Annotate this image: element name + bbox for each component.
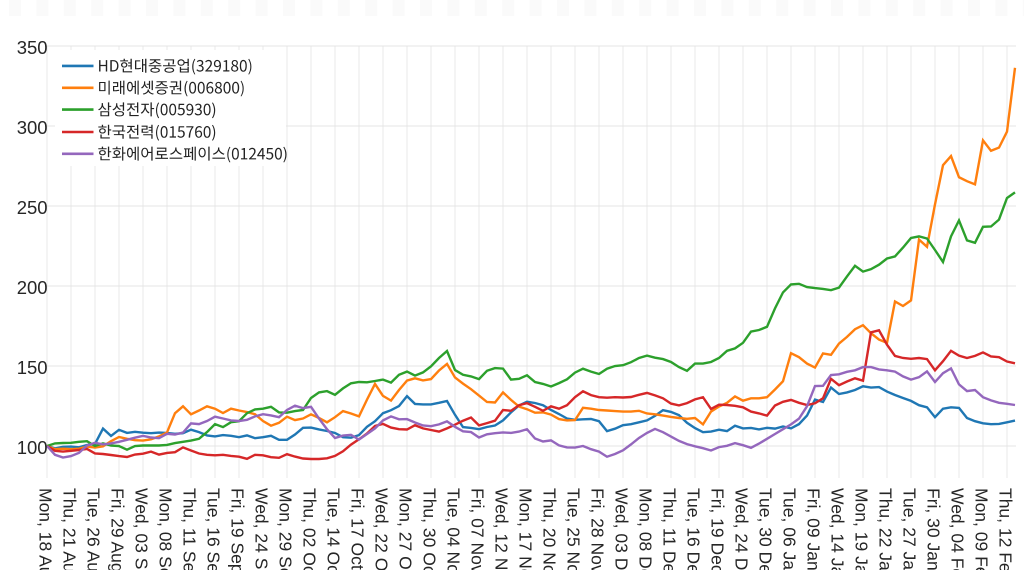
svg-text:Wed, 24 Dec: Wed, 24 Dec bbox=[732, 488, 752, 570]
svg-text:Thu, 21 Aug: Thu, 21 Aug bbox=[60, 488, 80, 570]
svg-text:Thu, 30 Oct: Thu, 30 Oct bbox=[420, 488, 440, 570]
svg-text:Tue, 16 Sep: Tue, 16 Sep bbox=[204, 488, 224, 570]
svg-text:250: 250 bbox=[17, 197, 48, 218]
svg-text:Wed, 04 Feb: Wed, 04 Feb bbox=[948, 488, 968, 570]
svg-text:Wed, 14 Jan: Wed, 14 Jan bbox=[828, 488, 848, 570]
svg-text:Mon, 08 Sep: Mon, 08 Sep bbox=[156, 488, 176, 570]
svg-text:Fri, 17 Oct: Fri, 17 Oct bbox=[348, 488, 368, 570]
svg-text:Tue, 25 Nov: Tue, 25 Nov bbox=[564, 488, 584, 570]
svg-text:Mon, 27 Oct: Mon, 27 Oct bbox=[396, 488, 416, 570]
svg-text:Tue, 14 Oct: Tue, 14 Oct bbox=[324, 488, 344, 570]
svg-text:Fri, 29 Aug: Fri, 29 Aug bbox=[108, 488, 128, 570]
svg-text:Mon, 17 Nov: Mon, 17 Nov bbox=[516, 488, 536, 570]
svg-text:Fri, 09 Jan: Fri, 09 Jan bbox=[804, 488, 824, 570]
svg-text:Tue, 30 Dec: Tue, 30 Dec bbox=[756, 488, 776, 570]
svg-text:100: 100 bbox=[17, 437, 48, 458]
svg-text:Mon, 09 Feb: Mon, 09 Feb bbox=[972, 488, 992, 570]
svg-text:200: 200 bbox=[17, 277, 48, 298]
svg-text:Tue, 27 Jan: Tue, 27 Jan bbox=[900, 488, 920, 570]
svg-text:Thu, 22 Jan: Thu, 22 Jan bbox=[876, 488, 896, 570]
svg-text:Thu, 20 Nov: Thu, 20 Nov bbox=[540, 488, 560, 570]
svg-text:Fri, 07 Nov: Fri, 07 Nov bbox=[468, 488, 488, 570]
svg-text:Thu, 02 Oct: Thu, 02 Oct bbox=[300, 488, 320, 570]
svg-text:Fri, 28 Nov: Fri, 28 Nov bbox=[588, 488, 608, 570]
svg-text:Tue, 04 Nov: Tue, 04 Nov bbox=[444, 488, 464, 570]
svg-text:Mon, 08 Dec: Mon, 08 Dec bbox=[636, 488, 656, 570]
svg-text:Tue, 26 Aug: Tue, 26 Aug bbox=[84, 488, 104, 570]
svg-text:Wed, 22 Oct: Wed, 22 Oct bbox=[372, 488, 392, 570]
svg-text:Wed, 24 Sep: Wed, 24 Sep bbox=[252, 488, 272, 570]
svg-text:Mon, 29 Sep: Mon, 29 Sep bbox=[276, 488, 296, 570]
svg-text:Thu, 11 Sep: Thu, 11 Sep bbox=[180, 488, 200, 570]
svg-text:Wed, 03 Sep: Wed, 03 Sep bbox=[132, 488, 152, 570]
svg-text:Fri, 19 Sep: Fri, 19 Sep bbox=[228, 488, 248, 570]
svg-text:Mon, 19 Jan: Mon, 19 Jan bbox=[852, 488, 872, 570]
svg-text:Mon, 18 Aug: Mon, 18 Aug bbox=[36, 488, 56, 570]
svg-text:Thu, 12 Feb: Thu, 12 Feb bbox=[996, 488, 1016, 570]
svg-text:Fri, 19 Dec: Fri, 19 Dec bbox=[708, 488, 728, 570]
svg-text:Fri, 30 Jan: Fri, 30 Jan bbox=[924, 488, 944, 570]
svg-text:Tue, 06 Jan: Tue, 06 Jan bbox=[780, 488, 800, 570]
svg-text:Wed, 03 Dec: Wed, 03 Dec bbox=[612, 488, 632, 570]
svg-text:300: 300 bbox=[17, 117, 48, 138]
svg-text:150: 150 bbox=[17, 357, 48, 378]
svg-text:Wed, 12 Nov: Wed, 12 Nov bbox=[492, 488, 512, 570]
svg-text:Tue, 16 Dec: Tue, 16 Dec bbox=[684, 488, 704, 570]
svg-text:Thu, 11 Dec: Thu, 11 Dec bbox=[660, 488, 680, 570]
svg-text:350: 350 bbox=[17, 37, 48, 58]
